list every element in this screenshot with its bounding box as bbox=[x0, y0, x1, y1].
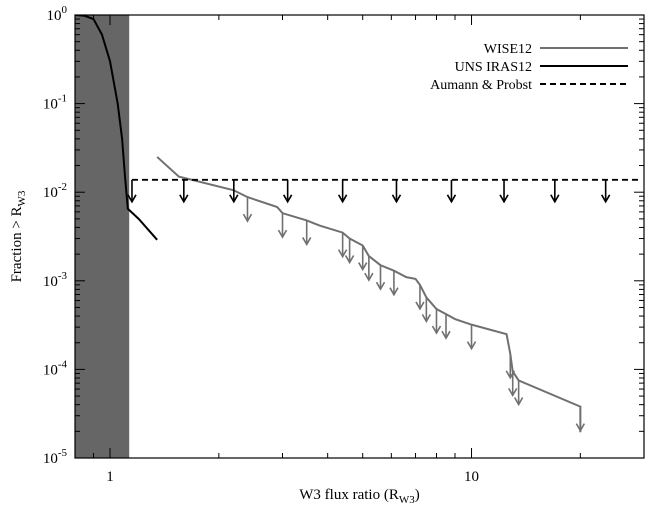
x-tick-label: 10 bbox=[464, 469, 479, 485]
upper-limit-arrow bbox=[282, 179, 293, 204]
upper-limit-arrow bbox=[344, 238, 355, 265]
y-tick-label: 10-5 bbox=[43, 447, 68, 467]
series-line-0 bbox=[156, 156, 582, 433]
upper-limit-arrow bbox=[466, 324, 477, 351]
upper-limit-arrow bbox=[575, 406, 586, 433]
excluded-region bbox=[75, 15, 130, 458]
upper-limit-arrow bbox=[550, 179, 560, 204]
upper-limit-arrow bbox=[337, 179, 348, 204]
upper-limit-arrow bbox=[391, 179, 402, 204]
upper-limit-arrow bbox=[513, 380, 524, 407]
upper-limit-arrow bbox=[431, 309, 442, 335]
upper-limit-arrow bbox=[441, 314, 451, 340]
series-line-1 bbox=[75, 15, 158, 241]
upper-limit-arrow bbox=[375, 265, 386, 291]
legend-label: Aumann & Probst bbox=[430, 78, 532, 93]
upper-limit-arrow bbox=[415, 284, 425, 311]
upper-limit-arrow bbox=[600, 179, 611, 204]
upper-limit-arrow bbox=[499, 179, 509, 204]
x-tick-label: 1 bbox=[106, 469, 114, 485]
legend-label: UNS IRAS12 bbox=[455, 60, 532, 75]
y-tick-label: 100 bbox=[47, 4, 68, 24]
upper-limit-arrow bbox=[446, 179, 457, 204]
upper-limit-arrow bbox=[364, 256, 374, 282]
plot-frame bbox=[74, 14, 645, 459]
upper-limit-arrow bbox=[277, 213, 288, 239]
upper-limit-arrow bbox=[337, 232, 348, 259]
upper-limit-arrow bbox=[421, 297, 432, 323]
upper-limit-arrow bbox=[389, 270, 399, 297]
upper-limit-arrow bbox=[242, 197, 253, 223]
y-tick-label: 10-3 bbox=[43, 270, 68, 290]
upper-limit-arrow bbox=[229, 179, 239, 204]
y-axis-label: Fraction > RW3 bbox=[9, 190, 28, 282]
upper-limit-arrow bbox=[358, 245, 368, 272]
upper-limit-arrow bbox=[127, 179, 137, 204]
x-axis-label: W3 flux ratio (RW3) bbox=[299, 487, 419, 506]
y-tick-label: 10-1 bbox=[43, 93, 67, 113]
legend-label: WISE12 bbox=[484, 42, 532, 57]
y-tick-label: 10-2 bbox=[43, 181, 67, 201]
upper-limit-arrow bbox=[302, 220, 312, 247]
upper-limit-arrow bbox=[508, 371, 518, 397]
y-tick-label: 10-4 bbox=[43, 358, 68, 378]
upper-limit-arrow bbox=[179, 179, 189, 204]
